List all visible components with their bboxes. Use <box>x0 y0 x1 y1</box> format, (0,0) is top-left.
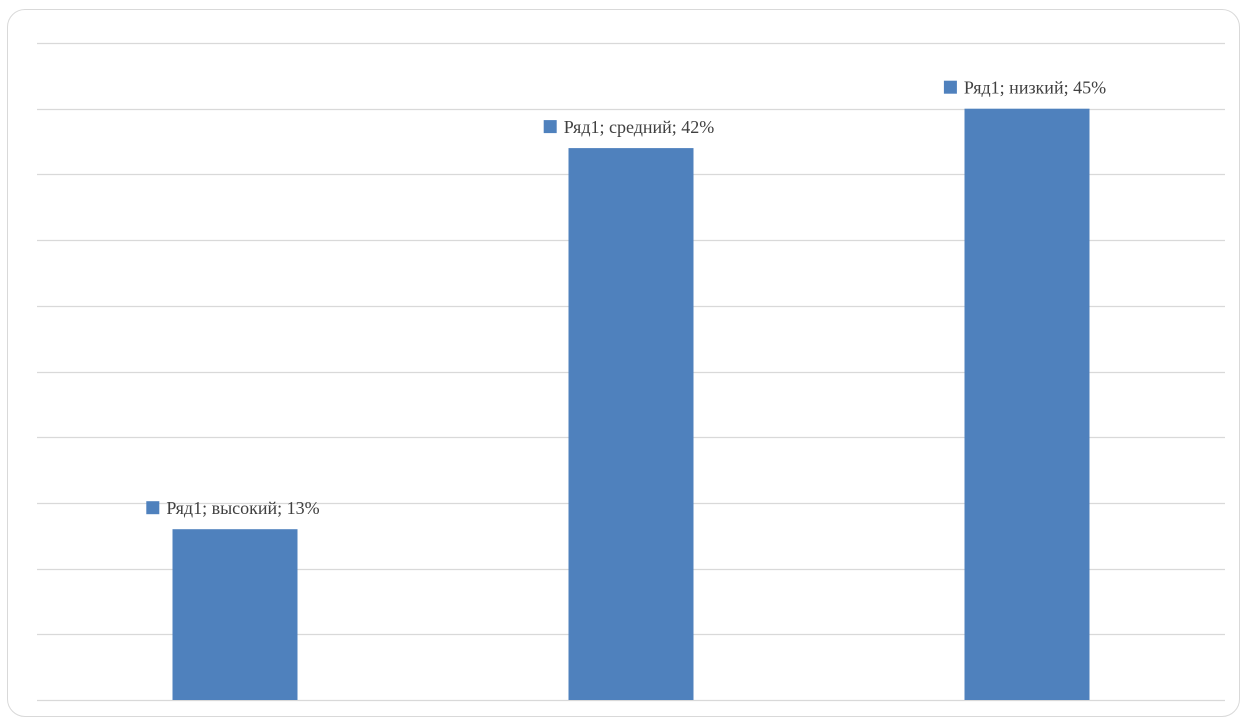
data-label-text: Ряд1; высокий; 13% <box>166 498 319 518</box>
legend-key-square <box>146 501 160 515</box>
bar-2 <box>568 148 694 701</box>
data-label-1: Ряд1; высокий; 13% <box>146 498 320 518</box>
data-label-text: Ряд1; средний; 42% <box>564 117 715 137</box>
bar-1 <box>172 529 298 700</box>
data-label-3: Ряд1; низкий; 45% <box>943 78 1106 98</box>
bar-3 <box>964 108 1090 700</box>
legend-key-square <box>543 120 557 134</box>
data-labels: Ряд1; высокий; 13% Ряд1; средний; 42% Ряд1… <box>146 78 1106 518</box>
data-label-text: Ряд1; низкий; 45% <box>964 78 1106 98</box>
legend-key-square <box>943 80 957 94</box>
bars <box>172 108 1090 701</box>
data-label-2: Ряд1; средний; 42% <box>543 117 715 137</box>
